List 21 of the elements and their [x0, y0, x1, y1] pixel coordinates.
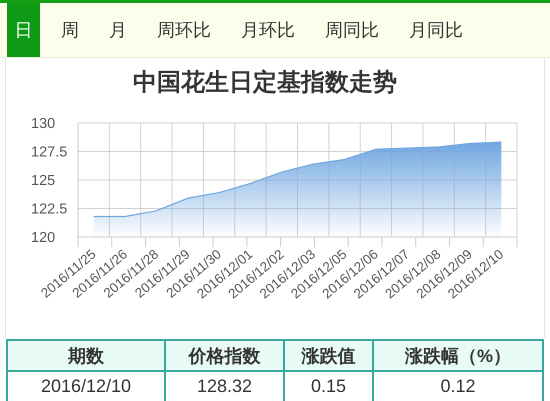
y-tick-label: 122.5 — [31, 202, 68, 218]
text: 价格指数 — [188, 346, 260, 366]
y-tick-label: 125 — [31, 173, 56, 190]
text: 周环比 — [157, 19, 211, 42]
y-tick-label: 127.5 — [31, 144, 68, 161]
text: 128.32 — [196, 376, 252, 396]
text: 月同比 — [409, 19, 463, 42]
chart-title: 中国花生日定基指数走势 — [133, 69, 397, 96]
text: 0.12 — [440, 376, 476, 396]
text: 周同比 — [325, 19, 379, 42]
text: 月 — [109, 19, 127, 42]
text: 月环比 — [241, 19, 295, 42]
text: 0.15 — [310, 376, 346, 396]
text: 2016/12/10 — [40, 376, 132, 396]
y-tick-label: 130 — [31, 116, 56, 132]
text: 涨跌值 — [302, 346, 356, 366]
text: 日 — [14, 19, 32, 42]
text: 周 — [61, 19, 79, 42]
text: 涨跌幅（%） — [404, 346, 511, 366]
text: 期数 — [68, 346, 104, 366]
y-tick-label: 120 — [31, 230, 56, 246]
